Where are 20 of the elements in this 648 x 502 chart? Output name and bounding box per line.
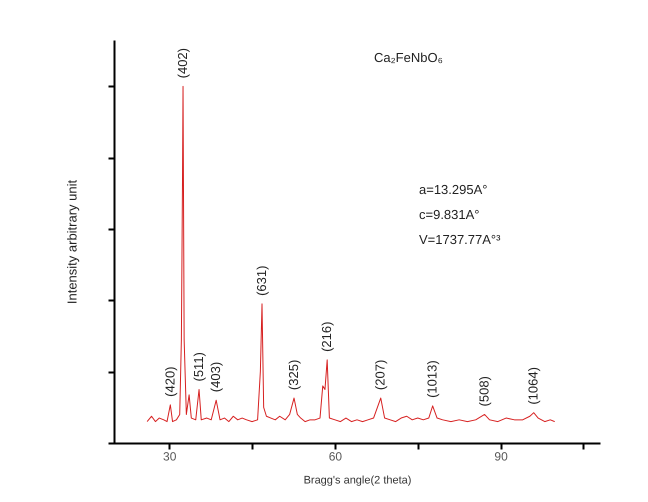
annotation: (402) [175, 48, 190, 78]
annotation: c=9.831A° [419, 207, 480, 222]
annotation: a=13.295A° [419, 182, 488, 197]
annotation: (1064) [526, 367, 541, 405]
annotation: (1013) [424, 360, 440, 398]
annotation: (216) [319, 322, 334, 352]
annotation: (420) [162, 366, 178, 397]
text: Ca₂FeNbO₆ [374, 50, 443, 65]
annotation: (511) [191, 352, 206, 382]
annotation: (403) [208, 362, 224, 392]
x-tick-label: 90 [494, 450, 508, 464]
x-axis-title: Bragg's angle(2 theta) [304, 474, 412, 486]
annotation: (508) [476, 376, 492, 406]
x-tick-label: 60 [328, 450, 342, 464]
annotation: (207) [372, 360, 388, 390]
annotation: V=1737.77A°³ [419, 232, 502, 247]
annotation: (631) [254, 266, 270, 296]
x-tick-label: 30 [163, 450, 177, 464]
annotation: (325) [286, 360, 302, 390]
y-axis-title: Intensity arbitrary unit [64, 179, 80, 304]
